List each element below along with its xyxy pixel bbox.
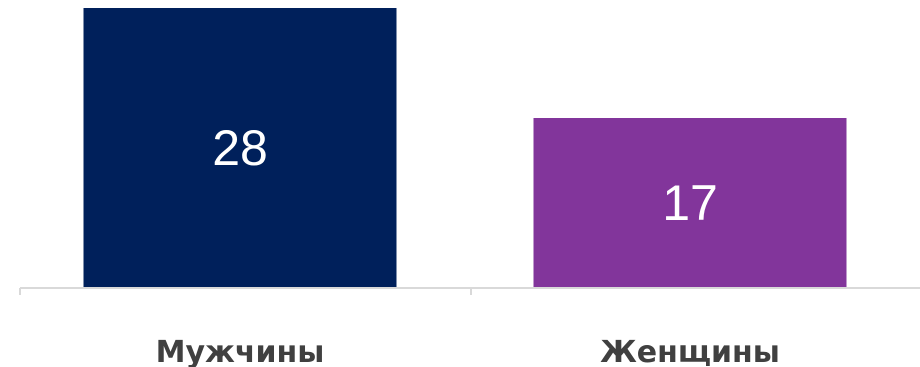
bar-1 — [83, 8, 397, 288]
bars-group: 28 17 — [83, 8, 847, 288]
x-axis — [19, 287, 920, 295]
category-labels: Мужчины Женщины — [156, 335, 780, 367]
data-label: 28 — [212, 120, 268, 176]
data-label: 17 — [662, 175, 718, 231]
bar-2 — [533, 118, 847, 288]
category-label: Мужчины — [156, 335, 325, 367]
category-label: Женщины — [600, 335, 780, 367]
